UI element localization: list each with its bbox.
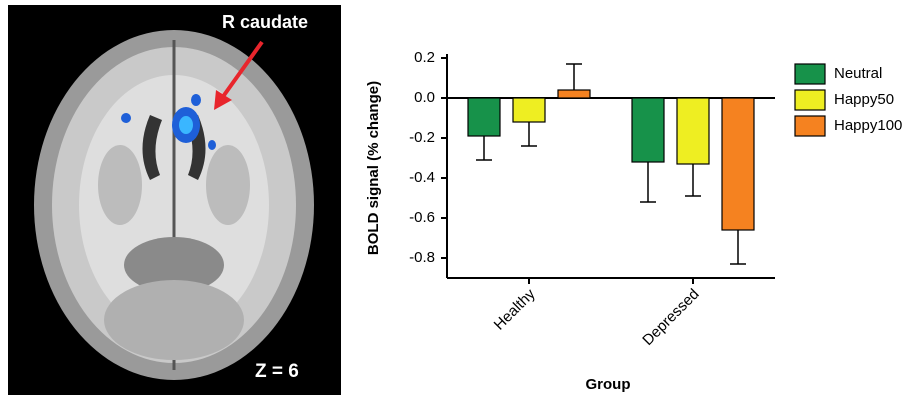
bar bbox=[677, 98, 709, 164]
legend-swatch bbox=[795, 90, 825, 110]
bar bbox=[558, 90, 590, 98]
y-tick-label: -0.2 bbox=[409, 129, 435, 146]
legend-swatch bbox=[795, 116, 825, 136]
y-tick-label: -0.8 bbox=[409, 249, 435, 266]
y-tick-label: -0.6 bbox=[409, 209, 435, 226]
brain-image bbox=[34, 30, 314, 380]
y-tick-label: -0.4 bbox=[409, 169, 435, 186]
legend-label: Neutral bbox=[834, 65, 882, 82]
bar bbox=[468, 98, 500, 136]
slice-label: Z = 6 bbox=[255, 361, 299, 382]
bar bbox=[513, 98, 545, 122]
x-axis-label: Group bbox=[586, 376, 631, 393]
y-axis-label: BOLD signal (% change) bbox=[365, 81, 382, 255]
figure: R caudate Z = 6 BOLD signal (% change) G… bbox=[0, 0, 920, 399]
y-tick-label: 0.2 bbox=[414, 49, 435, 66]
x-tick-label: Healthy bbox=[491, 285, 539, 333]
legend-label: Happy50 bbox=[834, 91, 894, 108]
bar bbox=[722, 98, 754, 230]
legend-swatch bbox=[795, 64, 825, 84]
x-tick-label: Depressed bbox=[639, 286, 702, 349]
region-label: R caudate bbox=[222, 12, 308, 32]
bar bbox=[632, 98, 664, 162]
y-tick-label: 0.0 bbox=[414, 89, 435, 106]
legend-label: Happy100 bbox=[834, 117, 902, 134]
